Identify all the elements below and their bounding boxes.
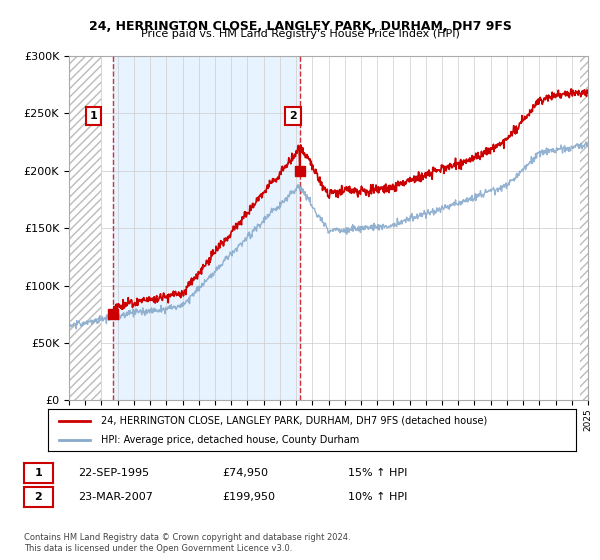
Text: 1: 1 <box>89 111 97 121</box>
Text: 2: 2 <box>289 111 296 121</box>
Bar <box>113 56 300 400</box>
Text: 24, HERRINGTON CLOSE, LANGLEY PARK, DURHAM, DH7 9FS (detached house): 24, HERRINGTON CLOSE, LANGLEY PARK, DURH… <box>101 416 487 426</box>
Text: 10% ↑ HPI: 10% ↑ HPI <box>348 492 407 502</box>
Text: 2: 2 <box>35 492 42 502</box>
Text: Contains HM Land Registry data © Crown copyright and database right 2024.
This d: Contains HM Land Registry data © Crown c… <box>24 533 350 553</box>
Text: HPI: Average price, detached house, County Durham: HPI: Average price, detached house, Coun… <box>101 435 359 445</box>
Text: Price paid vs. HM Land Registry's House Price Index (HPI): Price paid vs. HM Land Registry's House … <box>140 29 460 39</box>
Bar <box>580 56 588 400</box>
Text: 1: 1 <box>35 468 42 478</box>
Text: 22-SEP-1995: 22-SEP-1995 <box>78 468 149 478</box>
Text: £199,950: £199,950 <box>222 492 275 502</box>
Bar <box>580 56 588 400</box>
Text: 23-MAR-2007: 23-MAR-2007 <box>78 492 153 502</box>
Text: £74,950: £74,950 <box>222 468 268 478</box>
Bar <box>69 56 101 400</box>
Text: 15% ↑ HPI: 15% ↑ HPI <box>348 468 407 478</box>
Text: 24, HERRINGTON CLOSE, LANGLEY PARK, DURHAM, DH7 9FS: 24, HERRINGTON CLOSE, LANGLEY PARK, DURH… <box>89 20 511 32</box>
Bar <box>69 56 101 400</box>
